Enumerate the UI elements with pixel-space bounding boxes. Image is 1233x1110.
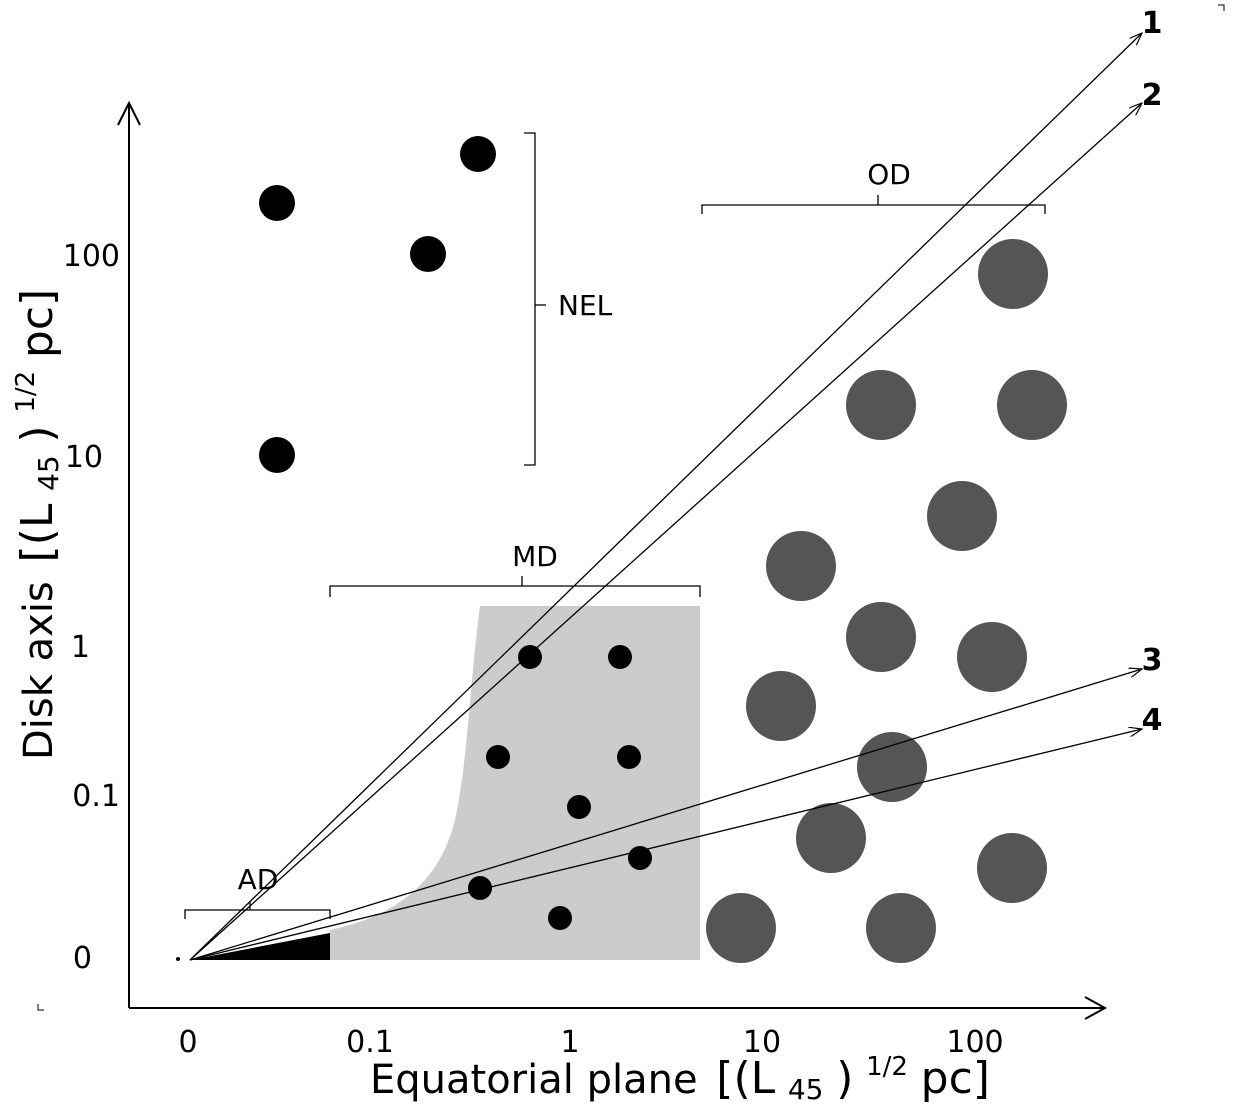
x-tick-label: 100 [946, 1025, 1003, 1060]
md-dot [468, 876, 492, 900]
y-tick-labels: 100 10 1 0.1 0 [63, 239, 120, 976]
od-dot [977, 833, 1047, 903]
md-dot [628, 846, 652, 870]
y-tick-label: 1 [71, 630, 90, 665]
md-dot [608, 645, 632, 669]
od-bracket [701, 195, 1046, 214]
ad-bracket [184, 901, 331, 919]
x-axis-arrowhead [1084, 996, 1108, 1020]
md-dot [617, 745, 641, 769]
x-tick-label: 0 [178, 1025, 197, 1060]
od-dot [846, 370, 916, 440]
ray-origin [176, 957, 180, 961]
x-tick-label: 0.1 [346, 1025, 394, 1060]
md-bracket [329, 576, 701, 597]
x-tick-label: 1 [560, 1025, 579, 1060]
md-dot [548, 906, 572, 930]
ray-label-1: 1 [1142, 6, 1163, 41]
md-dot [567, 795, 591, 819]
ray-1 [189, 33, 1142, 961]
y-axis-unit-sub: 45 [32, 455, 65, 491]
ray-label-3: 3 [1142, 643, 1163, 678]
y-axis-arrowhead [117, 100, 141, 126]
nel-dots [259, 136, 496, 473]
x-axis-unit-sup: 1/2 [866, 1052, 908, 1082]
ray-4 [189, 729, 1142, 961]
od-dot [857, 732, 927, 802]
x-axis-title: Equatorial plane [(L 45 ) 1/2 pc] [370, 1039, 990, 1109]
y-axis-title-text: Disk axis [16, 581, 62, 760]
x-tick-labels: 0 0.1 1 10 100 [178, 1025, 1003, 1060]
od-dot [766, 531, 836, 601]
md-dot [486, 745, 510, 769]
od-dot [796, 803, 866, 873]
y-axis-unit-close: pc] [12, 289, 63, 358]
ray-3 [189, 669, 1142, 961]
md-region [330, 606, 700, 960]
y-tick-label: 0.1 [72, 779, 120, 814]
y-axis-title: Disk axis [(L 45 ) 1/2 pc] [0, 289, 68, 760]
md-dot [518, 645, 542, 669]
y-axis-unit-paren: ) [12, 425, 63, 442]
corner-marks [37, 4, 1225, 1011]
ad-region-fill [190, 933, 330, 960]
od-dot [927, 481, 997, 551]
y-axis-title-group: Disk axis [(L 45 ) 1/2 pc] [0, 289, 68, 760]
od-dot [978, 239, 1048, 309]
x-axis-unit-sub: 45 [788, 1073, 824, 1106]
y-tick-label: 100 [63, 239, 120, 274]
ray-2 [189, 103, 1142, 961]
md-region-fill [330, 606, 700, 960]
y-axis-unit-open: [(L [12, 503, 63, 562]
od-dot [997, 370, 1067, 440]
rays [189, 33, 1142, 961]
od-dot [866, 893, 936, 963]
nel-dot [259, 437, 295, 473]
nel-label: NEL [558, 289, 613, 322]
corner-mark-bottom-left [37, 1004, 44, 1011]
axes [117, 100, 1108, 1020]
ray-label-4: 4 [1142, 703, 1163, 738]
corner-mark-top-right [1218, 4, 1225, 11]
x-axis-title-text: Equatorial plane [370, 1057, 698, 1103]
od-label: OD [867, 158, 911, 191]
x-axis-unit-close: pc] [921, 1053, 990, 1104]
ad-region [190, 933, 330, 960]
nel-dot [259, 185, 295, 221]
od-dots [706, 239, 1067, 963]
od-dot [706, 893, 776, 963]
md-label: MD [512, 540, 558, 573]
x-tick-label: 10 [743, 1025, 781, 1060]
nel-dot [460, 136, 496, 172]
md-dots [468, 645, 652, 930]
x-axis-unit-paren: ) [836, 1053, 853, 1104]
ad-label: AD [238, 863, 279, 896]
y-axis-unit-sup: 1/2 [11, 371, 41, 413]
nel-bracket [524, 132, 546, 466]
od-dot [746, 671, 816, 741]
y-tick-label: 0 [73, 941, 92, 976]
y-tick-label: 10 [65, 440, 103, 475]
nel-dot [410, 236, 446, 272]
od-dot [957, 622, 1027, 692]
od-dot [846, 602, 916, 672]
x-axis-unit-open: [(L [716, 1053, 775, 1104]
ray-label-2: 2 [1142, 78, 1163, 113]
